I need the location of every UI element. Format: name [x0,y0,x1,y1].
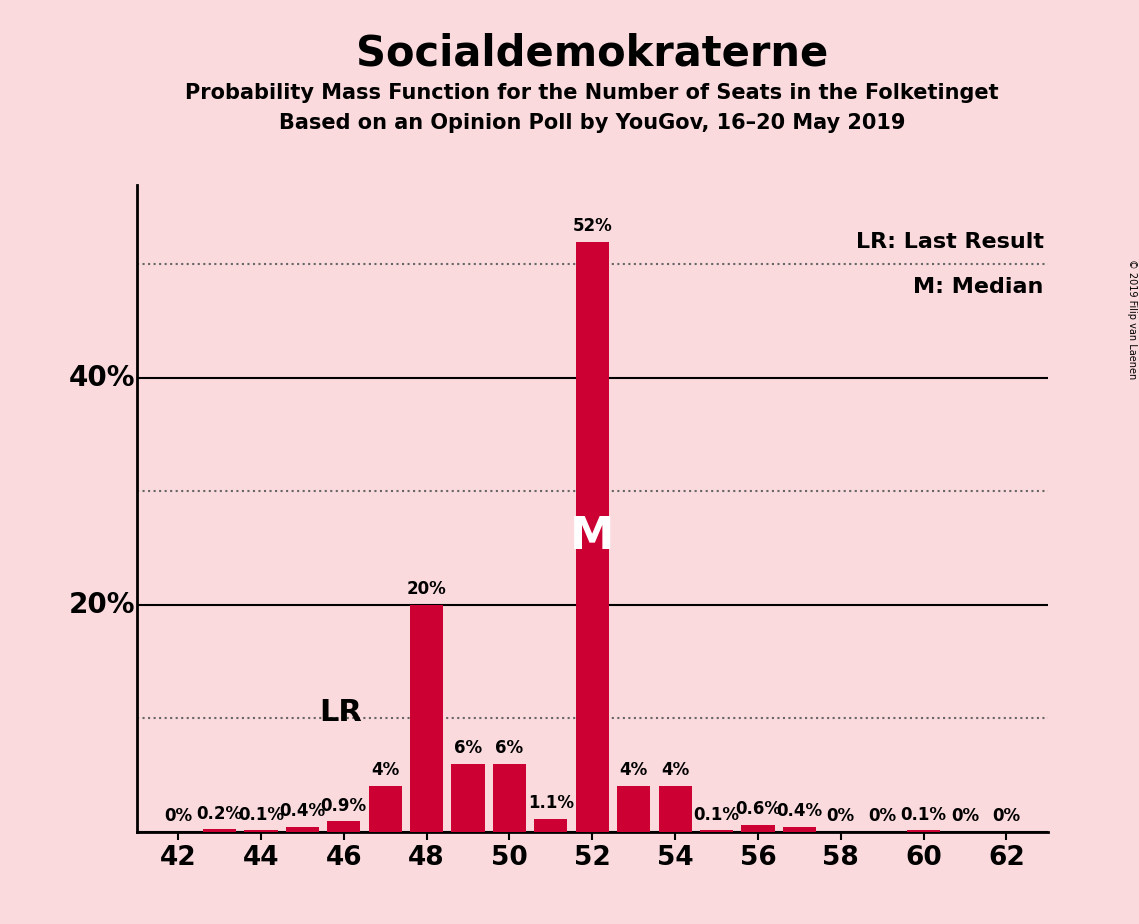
Bar [203,830,236,832]
Text: 6%: 6% [495,738,524,757]
Text: LR: Last Result: LR: Last Result [855,232,1043,251]
Text: 6%: 6% [454,738,482,757]
Bar [327,821,360,832]
Bar [700,831,734,832]
Text: 0%: 0% [827,807,855,825]
Text: 4%: 4% [661,761,689,780]
Text: 4%: 4% [620,761,648,780]
Bar [245,831,278,832]
Text: 0%: 0% [164,807,192,825]
Text: 1.1%: 1.1% [527,795,574,812]
Text: 52%: 52% [573,217,612,235]
Text: 0.4%: 0.4% [777,802,822,821]
Text: M: Median: M: Median [913,277,1043,297]
Bar [534,819,567,832]
Text: 4%: 4% [371,761,400,780]
Text: 0.6%: 0.6% [735,800,781,818]
Text: 0.1%: 0.1% [694,806,739,823]
Bar [451,763,484,832]
Text: 0%: 0% [868,807,896,825]
Bar [907,831,940,832]
Bar [782,827,816,832]
Bar [369,786,402,832]
Text: 0.4%: 0.4% [279,802,326,821]
Text: Probability Mass Function for the Number of Seats in the Folketinget: Probability Mass Function for the Number… [186,83,999,103]
Text: 20%: 20% [407,580,446,598]
Text: 0.1%: 0.1% [238,806,284,823]
Bar [741,825,775,832]
Text: 0.2%: 0.2% [196,805,243,822]
Text: 0.1%: 0.1% [901,806,947,823]
Bar [493,763,526,832]
Bar [286,827,319,832]
Bar [658,786,691,832]
Bar [575,241,609,832]
Text: Socialdemokraterne: Socialdemokraterne [357,32,828,74]
Text: LR: LR [320,698,362,727]
Text: 0%: 0% [992,807,1021,825]
Text: 20%: 20% [68,590,134,619]
Text: M: M [571,515,614,558]
Bar [410,604,443,832]
Text: 0%: 0% [951,807,980,825]
Text: © 2019 Filip van Laenen: © 2019 Filip van Laenen [1128,259,1137,379]
Text: Based on an Opinion Poll by YouGov, 16–20 May 2019: Based on an Opinion Poll by YouGov, 16–2… [279,113,906,133]
Bar [617,786,650,832]
Text: 40%: 40% [68,364,134,392]
Text: 0.9%: 0.9% [321,796,367,815]
